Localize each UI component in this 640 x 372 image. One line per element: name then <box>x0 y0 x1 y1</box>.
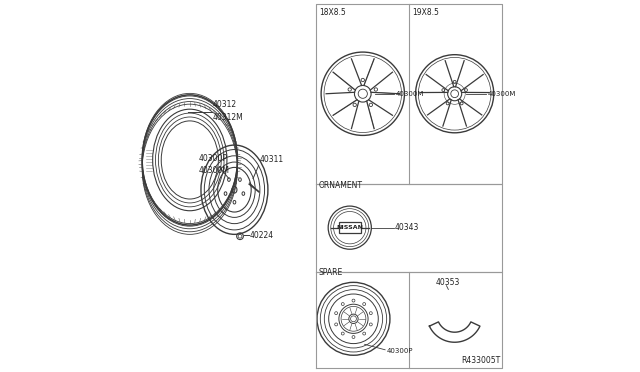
Text: 40312M: 40312M <box>213 113 244 122</box>
Text: R433005T: R433005T <box>461 356 500 365</box>
Text: 40311: 40311 <box>259 155 284 164</box>
Text: 40353: 40353 <box>435 278 460 286</box>
Text: 18X8.5: 18X8.5 <box>319 8 346 17</box>
Text: 40300P: 40300P <box>199 154 228 163</box>
Text: NISSAN: NISSAN <box>336 225 364 230</box>
Text: 40300P: 40300P <box>386 348 413 354</box>
Text: SPARE: SPARE <box>319 268 343 277</box>
Text: ORNAMENT: ORNAMENT <box>319 181 363 190</box>
Text: 40343: 40343 <box>395 223 419 232</box>
Text: 40300M: 40300M <box>396 91 424 97</box>
Text: 40224: 40224 <box>250 231 274 240</box>
Text: 40300M: 40300M <box>199 166 230 175</box>
Text: 40300M: 40300M <box>488 91 516 97</box>
Text: 19X8.5: 19X8.5 <box>412 8 439 17</box>
Text: 40312: 40312 <box>213 100 237 109</box>
